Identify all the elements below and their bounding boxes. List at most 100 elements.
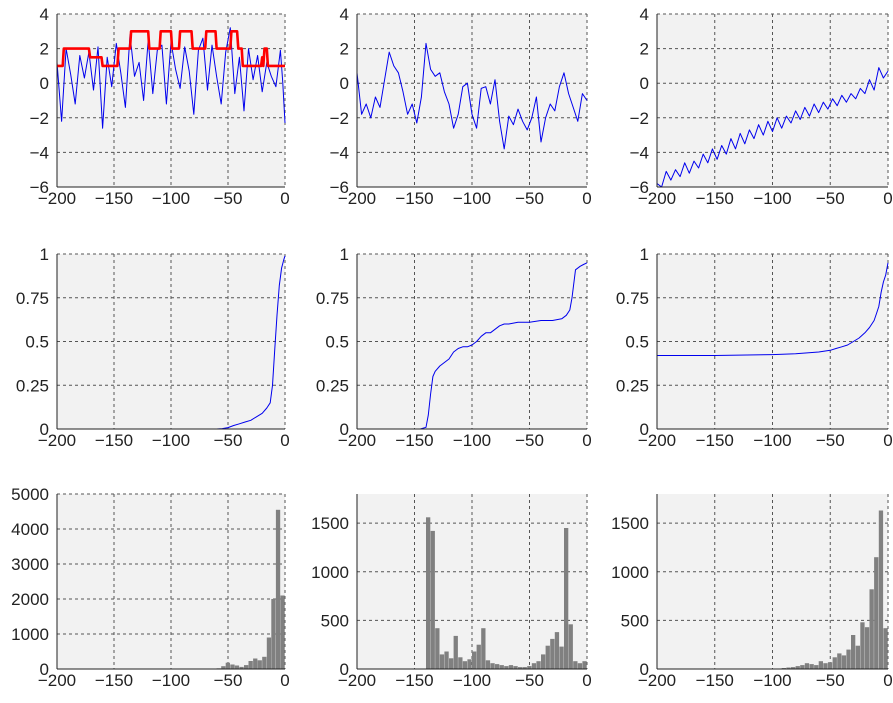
y-tick-label: 0.75 xyxy=(16,289,49,308)
x-tick-label: −100 xyxy=(152,671,190,690)
histogram-bar xyxy=(513,666,518,669)
y-tick-label: −2 xyxy=(630,109,649,128)
y-tick-label: 0.25 xyxy=(316,376,349,395)
histogram-bar xyxy=(280,595,285,669)
y-tick-label: 1 xyxy=(340,245,349,264)
y-tick-label: 1 xyxy=(640,245,649,264)
histogram-bar xyxy=(485,660,491,670)
histogram-bar xyxy=(568,624,573,669)
y-tick-label: 4000 xyxy=(11,520,49,539)
histogram-bar xyxy=(878,510,884,669)
histogram-bar xyxy=(851,635,856,669)
histogram-bar xyxy=(449,658,454,669)
subplot-2-1: −200 −150 −100 −50 0 0 0.25 0.5 0.75 1 xyxy=(16,245,290,450)
subplot-1-1: −200 −150 −100 −50 0 −6 −4 −2 0 2 4 xyxy=(30,5,290,208)
histogram-bar xyxy=(444,651,449,669)
y-tick-label: 0 xyxy=(40,74,49,93)
histogram-bar xyxy=(266,637,272,669)
y-tick-label: 4 xyxy=(640,5,649,24)
histogram-bar xyxy=(577,663,583,669)
y-tick-label: 3000 xyxy=(11,555,49,574)
x-tick-label: −100 xyxy=(453,431,491,450)
y-tick-label: −4 xyxy=(630,143,649,162)
y-tick-label: 0 xyxy=(340,420,349,439)
histogram-bar xyxy=(874,557,879,669)
x-tick-label: −50 xyxy=(515,189,544,208)
x-tick-label: −50 xyxy=(816,431,845,450)
histogram-bar xyxy=(458,657,463,669)
histogram-bar xyxy=(275,509,281,670)
y-tick-label: 1500 xyxy=(611,514,649,533)
x-tick-label: −50 xyxy=(816,189,845,208)
y-tick-label: 0 xyxy=(640,660,649,679)
histogram-bar xyxy=(814,665,819,669)
histogram-bar xyxy=(426,517,431,669)
y-tick-label: 0.5 xyxy=(625,333,649,352)
histogram-bar xyxy=(860,622,865,669)
histogram-bar xyxy=(499,665,504,669)
x-tick-label: −150 xyxy=(395,671,433,690)
histogram-bar xyxy=(476,644,481,669)
y-tick-label: 2 xyxy=(640,40,649,59)
x-tick-label: −50 xyxy=(214,189,243,208)
histogram-bar xyxy=(481,628,486,669)
histogram-bar xyxy=(527,666,532,669)
histogram-bar xyxy=(841,655,847,669)
histogram-bar xyxy=(508,665,514,669)
histogram-bar xyxy=(430,530,435,669)
histogram-bar xyxy=(786,667,791,669)
y-tick-label: 0 xyxy=(640,74,649,93)
histogram-bar xyxy=(846,649,851,669)
y-tick-label: 1500 xyxy=(311,514,349,533)
y-tick-label: 0 xyxy=(640,420,649,439)
y-tick-label: −6 xyxy=(330,178,349,197)
histogram-bar xyxy=(248,661,253,669)
series-line-2 xyxy=(57,29,285,68)
x-tick-label: −150 xyxy=(395,189,433,208)
x-tick-label: −200 xyxy=(38,189,76,208)
x-tick-label: −200 xyxy=(638,671,676,690)
series-line-1 xyxy=(356,42,588,150)
series-line-1 xyxy=(56,27,286,129)
x-tick-label: 0 xyxy=(582,431,591,450)
y-tick-label: 5000 xyxy=(11,485,49,504)
subplot-2-2: −200 −150 −100 −50 0 0 0.25 0.5 0.75 1 xyxy=(316,245,592,450)
histogram-bar xyxy=(453,635,458,669)
histogram-bar xyxy=(573,661,578,669)
y-tick-label: 1000 xyxy=(311,563,349,582)
x-tick-label: 0 xyxy=(883,189,892,208)
x-tick-label: −50 xyxy=(214,671,243,690)
x-tick-label: −150 xyxy=(95,671,133,690)
x-tick-label: −100 xyxy=(753,431,791,450)
histogram-bar xyxy=(257,660,262,670)
subplot-1-2: −200 −150 −100 −50 0 −6 −4 −2 0 2 4 xyxy=(330,5,592,208)
y-tick-label: 2000 xyxy=(11,590,49,609)
histogram-bar xyxy=(809,664,814,669)
y-tick-label: 2 xyxy=(340,40,349,59)
subplot-3-1: −200 −150 −100 −50 0 0 1000 2000 3000 4000 5000 xyxy=(11,485,290,690)
histogram-bar xyxy=(795,666,800,669)
histogram-bar xyxy=(855,645,860,669)
x-tick-label: 0 xyxy=(883,431,892,450)
x-tick-label: −150 xyxy=(395,431,433,450)
histogram-bar xyxy=(225,662,230,669)
x-tick-label: −150 xyxy=(696,671,734,690)
x-tick-label: −150 xyxy=(696,431,734,450)
x-tick-label: −200 xyxy=(638,189,676,208)
x-tick-label: −200 xyxy=(338,431,376,450)
histogram-bar xyxy=(869,589,874,669)
x-tick-label: −100 xyxy=(753,671,791,690)
x-tick-label: −200 xyxy=(38,431,76,450)
histogram-bar xyxy=(490,663,495,669)
x-tick-label: −50 xyxy=(515,671,544,690)
y-tick-label: 0.75 xyxy=(616,289,649,308)
x-tick-label: −100 xyxy=(453,189,491,208)
x-tick-label: −150 xyxy=(696,189,734,208)
x-tick-label: 0 xyxy=(280,431,289,450)
histogram-bar xyxy=(800,665,805,669)
x-tick-label: −100 xyxy=(152,189,190,208)
y-tick-label: 500 xyxy=(321,611,349,630)
y-tick-label: 0 xyxy=(340,74,349,93)
histogram-bar xyxy=(262,656,267,670)
x-tick-label: −50 xyxy=(214,431,243,450)
